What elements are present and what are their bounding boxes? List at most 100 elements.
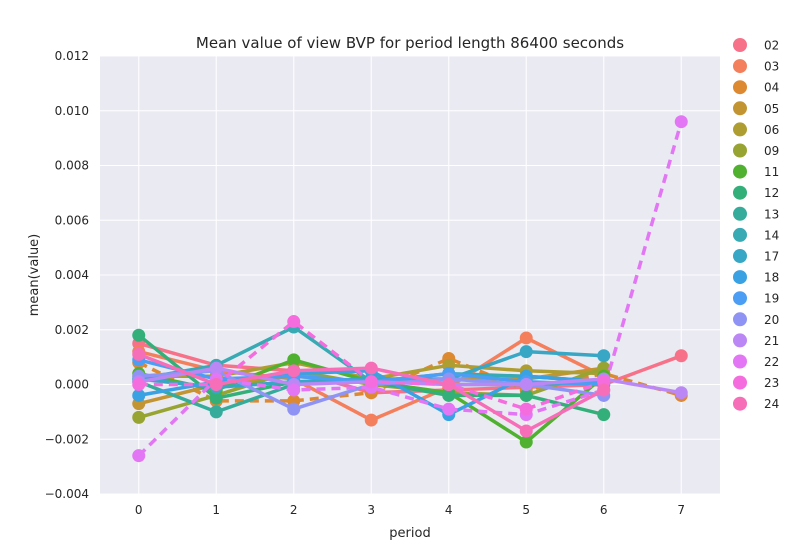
x-tick-label: 4 [445,503,453,517]
legend-item-05: 05 [733,101,779,116]
legend-label: 22 [764,355,779,369]
data-point [287,364,301,378]
legend-label: 21 [764,334,779,348]
legend-marker [733,185,747,200]
y-tick-label: −0.002 [45,432,89,446]
legend-label: 18 [764,271,779,285]
data-point [132,347,146,361]
legend-item-24: 24 [733,396,779,411]
legend-label: 09 [764,144,779,158]
legend-item-11: 11 [733,164,779,179]
data-point [132,449,146,463]
data-point [209,391,223,405]
chart-title: Mean value of view BVP for period length… [196,34,624,52]
x-tick-label: 3 [367,503,375,517]
y-axis-label: mean(value) [27,234,42,317]
legend-label: 03 [764,60,779,74]
legend-item-02: 02 [733,38,779,53]
legend-marker [733,227,747,242]
data-point [132,410,146,424]
series-24 [132,347,611,438]
legend-marker [733,291,747,306]
data-point [287,402,301,416]
y-tick-label: 0.010 [55,104,89,118]
y-tick-label: 0.008 [55,159,89,173]
x-tick-label: 1 [212,503,220,517]
data-point [364,375,378,389]
legend-marker [733,101,747,116]
legend-item-09: 09 [733,143,779,158]
legend-marker [733,270,747,285]
legend-marker [733,143,747,158]
data-point [442,388,456,402]
data-point [674,115,688,129]
x-tick-label: 0 [135,503,143,517]
legend-item-23: 23 [733,375,779,390]
data-point [287,383,301,397]
legend-label: 04 [764,81,779,95]
legend-marker [733,206,747,221]
legend-marker [733,333,747,348]
data-point [674,349,688,363]
legend-marker [733,122,747,137]
data-point [287,315,301,329]
legend-item-03: 03 [733,59,779,74]
x-axis-label: period [389,526,430,541]
legend-label: 19 [764,292,779,306]
x-tick-label: 6 [600,503,608,517]
data-point [519,435,533,449]
legend-item-13: 13 [733,206,779,221]
legend-marker [733,354,747,369]
legend-label: 05 [764,102,779,116]
y-tick-label: 0.006 [55,213,89,227]
data-point [132,388,146,402]
legend-marker [733,38,747,52]
x-tick-label: 5 [522,503,530,517]
legend-label: 14 [764,228,779,242]
legend-marker [733,59,747,74]
legend-label: 23 [764,376,779,390]
data-point [519,345,533,359]
x-tick-label: 7 [677,503,685,517]
legend-marker [733,80,747,95]
data-point [132,328,146,342]
data-point [519,378,533,391]
axes: −0.004 −0.002 0.000 0.002 0.004 0.006 0.008 0.0… [45,49,685,517]
series-group [132,115,688,463]
legend-label: 13 [764,207,779,221]
legend-item-18: 18 [733,270,779,285]
data-point [597,383,611,397]
data-point [287,353,301,367]
legend-item-20: 20 [733,312,779,327]
data-point [519,331,533,345]
legend-item-19: 19 [733,291,779,306]
data-point [132,378,146,391]
x-tick-label: 2 [290,503,298,517]
legend-label: 02 [764,39,779,53]
legend-item-17: 17 [733,249,779,264]
data-point [442,402,456,416]
y-tick-label: 0.000 [55,378,89,392]
legend-marker [733,375,747,390]
y-tick-label: −0.004 [45,487,89,501]
data-point [519,402,533,416]
legend-label: 12 [764,186,779,200]
data-point [364,361,378,375]
data-point [597,349,611,363]
legend-label: 20 [764,313,779,327]
legend-label: 11 [764,165,779,179]
legend-label: 06 [764,123,779,137]
legend-item-12: 12 [733,185,779,200]
legend-label: 24 [764,397,779,411]
y-tick-label: 0.002 [55,323,89,337]
legend-item-06: 06 [733,122,779,137]
y-tick-label: 0.004 [55,268,89,282]
data-point [364,413,378,427]
legend-item-21: 21 [733,333,779,348]
data-point [519,424,533,438]
data-point [209,378,223,391]
legend-marker [733,164,747,179]
data-point [442,378,456,391]
y-tick-label: 0.012 [55,49,89,63]
